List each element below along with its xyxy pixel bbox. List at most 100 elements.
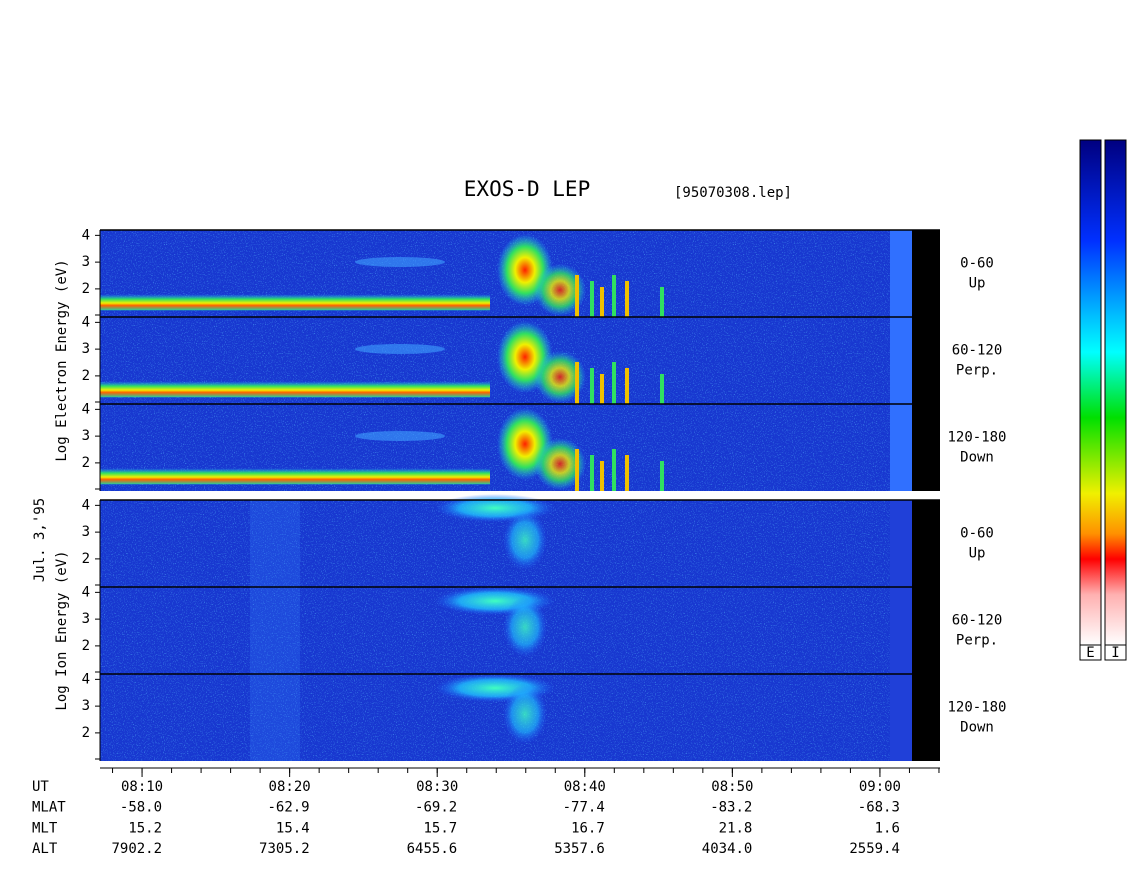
- y-tick-label: 3: [82, 428, 90, 444]
- ion-blob: [503, 510, 547, 570]
- panel-sublabel: Up: [969, 546, 986, 562]
- electron-band: [100, 381, 490, 398]
- orbit-value: 7902.2: [111, 841, 162, 857]
- electron-faint: [355, 431, 445, 441]
- x-tick-label: 08:20: [269, 779, 311, 795]
- ion-blob: [503, 597, 547, 657]
- orbit-value: -68.3: [858, 800, 900, 816]
- x-tick-label: 08:40: [564, 779, 606, 795]
- electron-burst: [534, 351, 586, 403]
- colorbar-label: E: [1086, 645, 1094, 661]
- electron-spike: [612, 362, 616, 404]
- panel-label: 120-180: [947, 700, 1006, 716]
- y-tick-label: 2: [82, 551, 90, 567]
- ion-haze: [250, 674, 300, 761]
- electron-burst: [534, 264, 586, 316]
- orbit-value: -77.4: [563, 800, 605, 816]
- colorbar-label: I: [1111, 645, 1119, 661]
- file-name: [95070308.lep]: [674, 185, 792, 201]
- chart-title: EXOS-D LEP: [464, 177, 590, 201]
- electron-spike: [590, 368, 594, 404]
- data-gap: [912, 587, 940, 674]
- y-tick-label: 2: [82, 725, 90, 741]
- data-gap: [912, 317, 940, 404]
- panel-label: 60-120: [952, 613, 1003, 629]
- electron-spike: [625, 281, 629, 317]
- orbit-value: 15.4: [276, 820, 310, 836]
- orbit-value: 4034.0: [702, 841, 753, 857]
- x-tick-label: 08:30: [416, 779, 458, 795]
- data-gap: [912, 404, 940, 491]
- y-tick-label: 4: [82, 584, 90, 600]
- electron-spike: [590, 281, 594, 317]
- orbit-value: 15.7: [423, 820, 457, 836]
- electron-faint: [355, 344, 445, 354]
- y-tick-label: 2: [82, 368, 90, 384]
- orbit-value: 1.6: [875, 820, 900, 836]
- electron-spike: [660, 287, 664, 317]
- orbit-row-name: UT: [32, 779, 49, 795]
- electron-band: [100, 468, 490, 485]
- y-tick-label: 3: [82, 341, 90, 357]
- orbit-value: 5357.6: [554, 841, 605, 857]
- y-tick-label: 3: [82, 524, 90, 540]
- panel-sublabel: Down: [960, 450, 994, 466]
- orbit-value: 21.8: [719, 820, 753, 836]
- orbit-row-name: ALT: [32, 841, 58, 857]
- electron-faint: [355, 257, 445, 267]
- electron-spike: [625, 455, 629, 491]
- electron-spike: [600, 287, 604, 317]
- data-gap: [912, 230, 940, 317]
- y-tick-label: 3: [82, 611, 90, 627]
- y-tick-label: 4: [82, 497, 90, 513]
- electron-spike: [660, 374, 664, 404]
- y-tick-label: 4: [82, 227, 90, 243]
- orbit-value: 15.2: [128, 820, 162, 836]
- orbit-value: -58.0: [120, 800, 162, 816]
- edge-stripe: [890, 317, 912, 404]
- colorbar-i: [1104, 139, 1127, 646]
- y-axis-label: Log Electron Energy (eV): [54, 259, 70, 461]
- orbit-row-name: MLT: [32, 820, 58, 836]
- orbit-value: -69.2: [415, 800, 457, 816]
- y-tick-label: 3: [82, 254, 90, 270]
- panel-sublabel: Up: [969, 276, 986, 292]
- panel-sublabel: Perp.: [956, 633, 998, 649]
- orbit-value: 16.7: [571, 820, 605, 836]
- electron-spike: [612, 449, 616, 491]
- edge-stripe: [890, 230, 912, 317]
- y-tick-label: 2: [82, 638, 90, 654]
- colorbar-e: [1079, 139, 1102, 646]
- colorbar-box: [1079, 644, 1102, 661]
- colorbar-box: [1104, 644, 1127, 661]
- x-tick-label: 09:00: [859, 779, 901, 795]
- edge-stripe: [890, 674, 912, 761]
- electron-spike: [575, 362, 579, 404]
- panel-label: 0-60: [960, 526, 994, 542]
- panel-sublabel: Down: [960, 720, 994, 736]
- y-axis-label: Log Ion Energy (eV): [54, 550, 70, 710]
- electron-spike: [612, 275, 616, 317]
- edge-stripe: [890, 587, 912, 674]
- edge-stripe: [890, 500, 912, 587]
- ion-haze: [250, 500, 300, 587]
- y-tick-label: 3: [82, 698, 90, 714]
- y-tick-label: 2: [82, 281, 90, 297]
- panel-label: 120-180: [947, 430, 1006, 446]
- x-tick-label: 08:10: [121, 779, 163, 795]
- electron-spike: [575, 449, 579, 491]
- electron-spike: [660, 461, 664, 491]
- y-tick-label: 4: [82, 401, 90, 417]
- panel-label: 0-60: [960, 256, 994, 272]
- y-tick-label: 4: [82, 671, 90, 687]
- orbit-value: -62.9: [267, 800, 309, 816]
- ion-blob: [503, 684, 547, 744]
- electron-burst: [534, 438, 586, 490]
- orbit-value: 2559.4: [849, 841, 900, 857]
- x-tick-label: 08:50: [711, 779, 753, 795]
- colorbar: E I: [1079, 139, 1127, 661]
- electron-spike: [600, 461, 604, 491]
- electron-spike: [590, 455, 594, 491]
- electron-spike: [575, 275, 579, 317]
